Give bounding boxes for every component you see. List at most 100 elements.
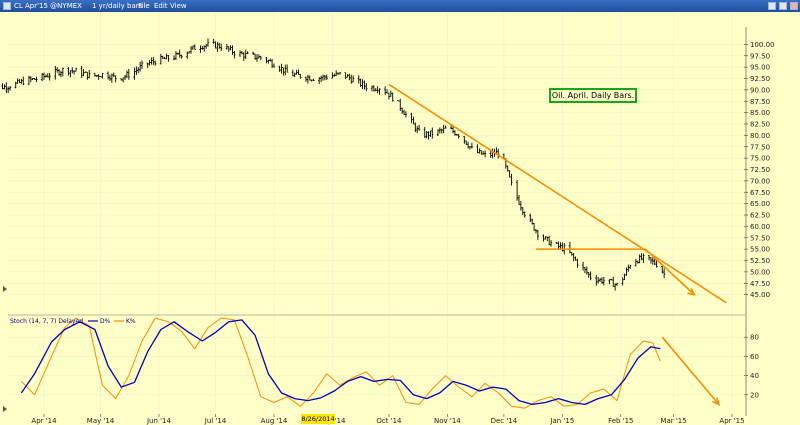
price-tick-label: 70.00 [750, 177, 770, 185]
stoch-legend: Stoch (14, 7, 7) Delayed D% K% [10, 318, 136, 325]
price-tick-label: 75.00 [750, 155, 770, 163]
price-bar [589, 271, 592, 281]
price-tick-label: 95.00 [750, 64, 770, 72]
price-bar [285, 64, 289, 73]
price-bar [61, 67, 65, 77]
price-tick-label: 65.00 [750, 200, 770, 208]
window-titlebar: CL Apr'15 @NYMEX 1 yr/daily bars File Ed… [0, 0, 800, 12]
price-bar [180, 54, 183, 59]
price-bar [655, 260, 658, 268]
price-tick-label: 62.50 [750, 212, 770, 220]
legend-d-label: D% [100, 318, 111, 325]
left-arrow-markers [3, 286, 7, 412]
price-bar [233, 50, 236, 59]
stoch-panel [8, 317, 744, 409]
price-bar [391, 92, 394, 102]
price-bar [74, 67, 78, 72]
price-bar [101, 73, 104, 79]
x-tick-label: May '14 [87, 417, 115, 425]
x-tick-label: Aug '14 [261, 417, 288, 425]
x-tick-label: Dec '14 [491, 417, 518, 425]
price-tick-label: 60.00 [750, 223, 770, 231]
symbol-label[interactable]: CL Apr'15 @NYMEX [14, 2, 82, 10]
stoch-tick-label: 20 [750, 391, 759, 399]
price-bar [523, 211, 526, 218]
price-arrow-head [687, 288, 696, 296]
price-bar [154, 60, 157, 66]
price-tick-label: 97.50 [750, 52, 770, 60]
stoch-arrow-line [661, 336, 720, 405]
price-bar [167, 54, 170, 62]
stoch-arrow-head [712, 397, 720, 406]
left-arrow-icon[interactable] [3, 286, 7, 292]
price-bar [470, 142, 474, 149]
price-tick-label: 82.50 [750, 121, 770, 129]
price-bar [549, 240, 553, 247]
price-tick-label: 72.50 [750, 166, 770, 174]
price-bar [22, 76, 25, 86]
price-bar [536, 229, 540, 240]
price-bar [404, 111, 408, 118]
price-bar [378, 88, 381, 95]
price-tick-label: 90.00 [750, 86, 770, 94]
highlighted-date: 8/26/2014 [301, 414, 335, 424]
price-axis: 45.00 47.50 50.00 52.50 55.00 57.50 60.00 62.50… [744, 27, 775, 416]
price-bar [365, 82, 368, 92]
price-tick-label: 45.00 [750, 291, 770, 299]
price-bar [457, 133, 460, 139]
trendlines [388, 83, 727, 304]
maximize-button[interactable] [779, 2, 787, 10]
price-tick-label: 67.50 [750, 189, 770, 197]
price-bar [338, 72, 342, 75]
price-bar [629, 264, 632, 269]
x-tick-label: Nov '14 [434, 417, 461, 425]
price-bar [140, 60, 144, 70]
price-tick-label: 47.50 [750, 280, 770, 288]
price-bar [642, 253, 645, 264]
price-tick-label: 85.00 [750, 109, 770, 117]
price-bar [219, 43, 223, 52]
close-button[interactable] [790, 2, 798, 10]
interval-label[interactable]: 1 yr/daily bars [92, 2, 143, 10]
price-tick-label: 100.00 [750, 41, 775, 49]
price-bar [272, 63, 276, 68]
x-tick-label: Mar '15 [660, 417, 686, 425]
minimize-button[interactable] [768, 2, 776, 10]
price-bar [417, 124, 421, 131]
price-bar [206, 38, 210, 47]
price-bar [576, 258, 579, 268]
menu-edit[interactable]: Edit [154, 2, 168, 10]
price-bar [325, 74, 328, 80]
menu-view[interactable]: View [170, 2, 187, 10]
price-grid [8, 12, 744, 416]
window-menu-icon[interactable] [3, 2, 11, 10]
price-bar [351, 75, 355, 83]
price-bar [602, 276, 606, 286]
price-bar [8, 85, 12, 91]
x-tick-label: Apr '15 [719, 417, 744, 425]
price-bar [246, 51, 249, 54]
stoch-series-d [20, 319, 661, 406]
menu-file[interactable]: File [138, 2, 150, 10]
price-bar [193, 44, 196, 50]
stoch-tick-label: 60 [750, 353, 759, 361]
price-bar [35, 76, 38, 83]
chart-area: 45.00 47.50 50.00 52.50 55.00 57.50 60.00 62.50… [0, 12, 800, 425]
price-bar [88, 70, 91, 79]
price-tick-label: 92.50 [750, 75, 770, 83]
price-tick-label: 57.50 [750, 234, 770, 242]
x-tick-label: Oct '14 [376, 417, 402, 425]
x-tick-label: Jan '15 [549, 417, 574, 425]
price-tick-label: 87.50 [750, 98, 770, 106]
chart-background [0, 12, 800, 425]
left-arrow-icon[interactable] [3, 406, 7, 412]
price-bar [662, 268, 666, 279]
price-bar [127, 68, 131, 80]
trendline [644, 248, 695, 296]
price-bar [431, 127, 434, 139]
legend-k-label: K% [126, 318, 136, 325]
price-bar [259, 56, 262, 60]
price-tick-label: 52.50 [750, 257, 770, 265]
price-bar [483, 150, 487, 158]
x-tick-label: Apr '14 [31, 417, 57, 425]
